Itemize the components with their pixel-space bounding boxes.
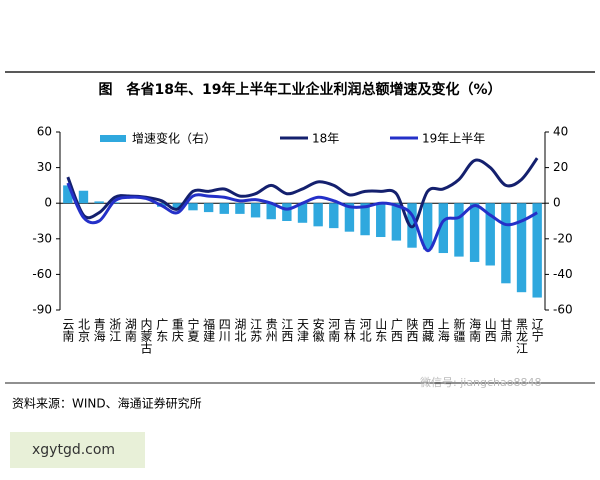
x-tick-label: 西藏 [421,318,435,343]
bar [329,203,339,229]
y2-tick-label: 0 [553,196,561,210]
bar [266,203,276,220]
x-tick-label: 河北 [358,318,372,343]
bar [94,201,104,204]
bar [501,203,511,284]
bar [454,203,464,257]
x-tick-label: 湖南 [123,317,137,342]
x-tick-label: 山东 [374,318,388,342]
x-tick-label: 内蒙古 [139,318,153,354]
legend-label: 19年上半年 [422,132,485,146]
bar [516,203,527,293]
x-tick-label: 上海 [436,318,450,342]
x-tick-label: 海南 [468,317,482,342]
bar [422,203,433,250]
bar [376,203,386,238]
bar [297,203,308,223]
source: 资料来源：WIND、海通证券研究所 [12,396,202,411]
x-tick-label: 江西 [280,318,294,342]
x-tick-label: 吉林 [342,318,356,342]
y-tick-label: 60 [37,125,52,139]
y2-tick-label: -20 [553,231,573,245]
chart-title: 图 各省18年、19年上半年工业企业利润总额增速及变化（%） [99,81,502,98]
x-tick-label: 辽宁 [530,318,544,342]
x-tick-label: 宁夏 [186,317,200,342]
x-tick-label: 陕西 [405,317,419,342]
y-tick-label: -90 [32,303,52,317]
x-tick-label: 新疆 [452,317,466,342]
x-tick-label: 浙江 [108,318,122,342]
site-box [10,432,145,468]
bar [235,203,245,214]
x-tick-label: 北京 [76,318,90,343]
x-tick-label: 湖北 [233,317,247,343]
bar [469,203,480,262]
bar [391,203,402,241]
y-tick-label: 30 [37,160,52,174]
bar [78,190,89,204]
bar [219,203,229,214]
y2-tick-label: -40 [553,267,573,281]
bar [282,203,292,221]
bar [250,203,261,218]
bar [63,185,73,204]
x-tick-label: 山西 [483,318,497,342]
x-tick-label: 江苏 [249,318,263,342]
bar [485,203,495,266]
y-tick-label: -60 [32,267,52,281]
x-tick-label: 河南 [327,318,341,342]
bar [438,203,448,254]
bar [188,203,198,211]
y2-tick-label: 40 [553,125,568,139]
watermark: 微信号: jiangchao8848 [420,375,542,389]
x-tick-label: 广西 [389,318,403,342]
x-tick-label: 云南 [61,318,75,342]
y2-tick-label: 20 [553,160,568,174]
x-tick-label: 甘肃 [499,318,513,343]
x-tick-label: 福建 [202,317,216,343]
x-tick-label: 天津 [296,318,310,342]
line [66,182,538,253]
y2-tick-label: -60 [553,303,573,317]
legend-label: 增速变化（右） [132,131,216,146]
bar [532,203,542,298]
x-tick-label: 重庆 [170,318,184,342]
site: xgytgd.com [32,442,115,458]
bar [360,203,370,236]
x-tick-label: 黑龙江 [515,318,529,354]
x-tick-label: 贵州 [264,318,278,342]
legend-swatch [100,135,126,142]
bar [344,203,355,232]
bar [172,203,183,209]
x-tick-label: 四川 [217,318,231,342]
bar [203,203,214,213]
y-tick-label: 0 [44,196,52,210]
x-tick-label: 广东 [155,318,169,342]
bar [313,203,323,227]
x-tick-label: 青海 [92,318,106,342]
legend-label: 18年 [312,132,339,146]
x-tick-label: 安徽 [311,317,325,342]
y-tick-label: -30 [32,231,52,245]
